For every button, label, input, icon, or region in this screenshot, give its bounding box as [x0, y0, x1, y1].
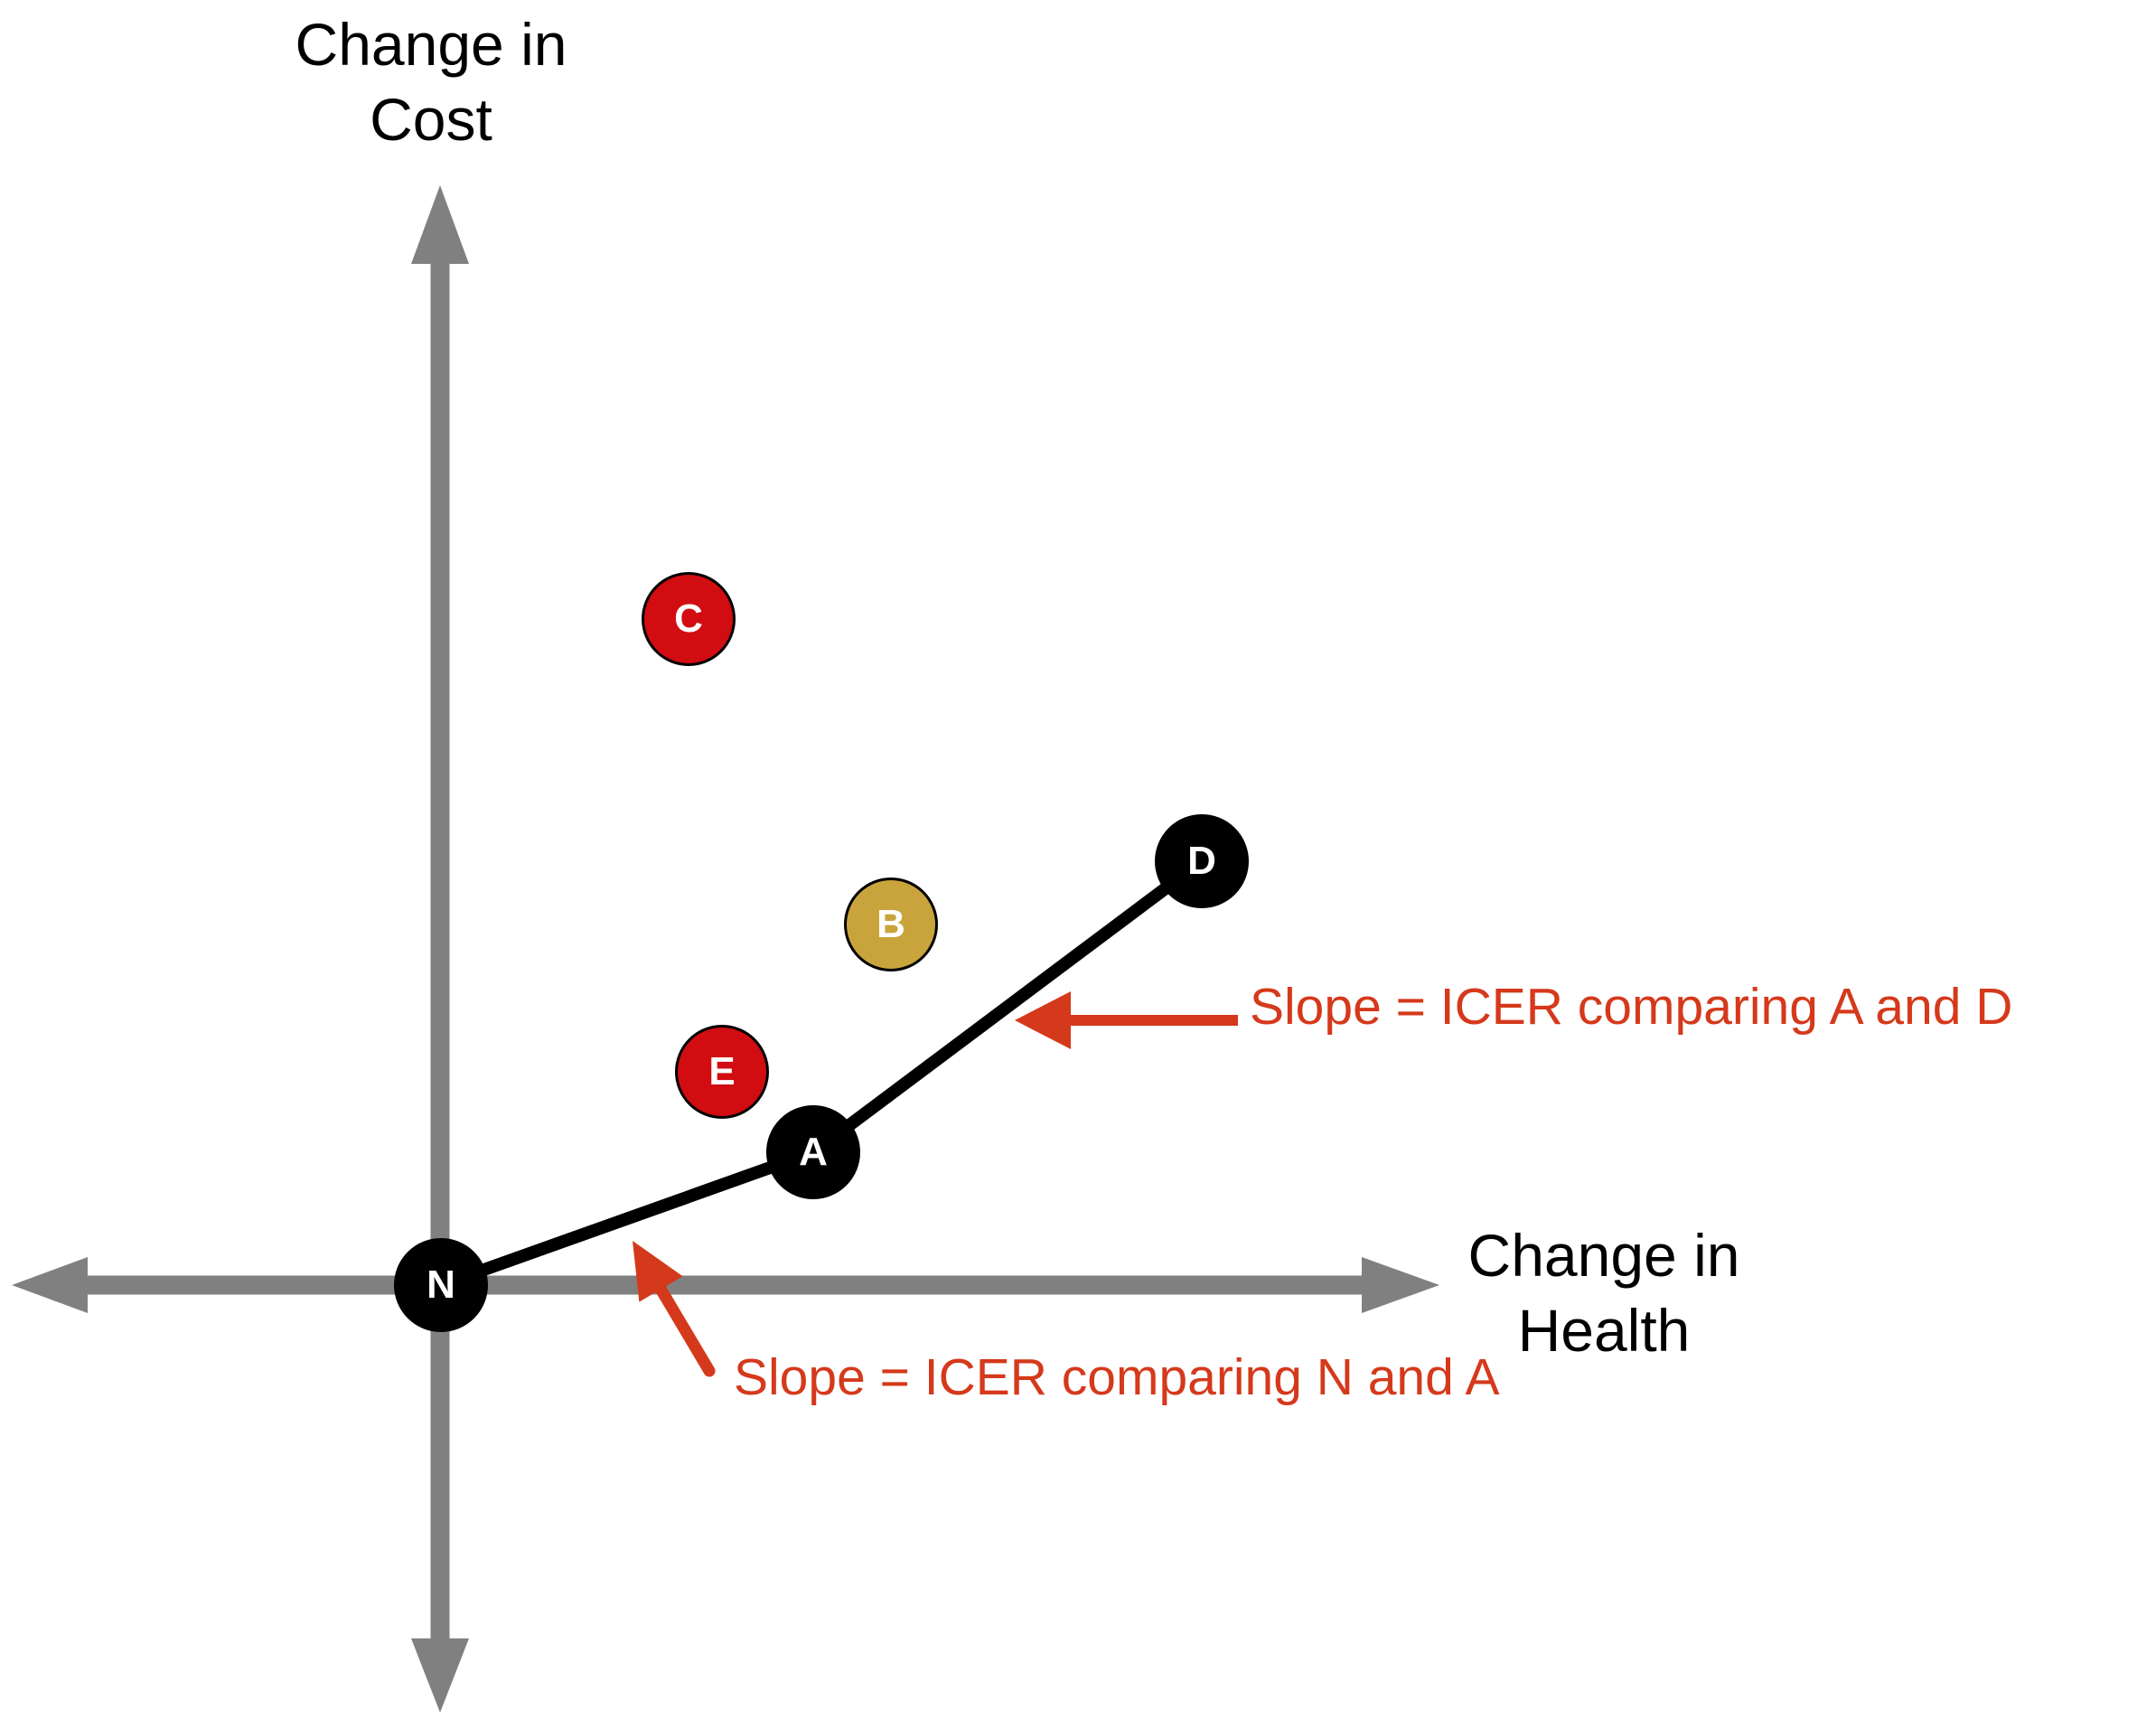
slope-na-annotation: Slope = ICER comparing N and A — [734, 1348, 1500, 1406]
x-axis-title: Change in Health — [1468, 1218, 1740, 1368]
y-axis-up-arrowhead-icon — [411, 185, 469, 264]
point-E: E — [675, 1025, 769, 1119]
point-D-label: D — [1187, 839, 1216, 883]
point-N: N — [394, 1238, 488, 1332]
y-axis-title-line1: Change in — [295, 11, 567, 78]
point-C-label: C — [674, 596, 703, 641]
point-N-label: N — [427, 1262, 455, 1307]
x-axis-title-line2: Health — [1517, 1297, 1691, 1365]
x-axis-left-arrowhead-icon — [12, 1257, 88, 1313]
slope-ad-annotation: Slope = ICER comparing A and D — [1250, 978, 2013, 1036]
icer-path-line — [438, 856, 1206, 1291]
x-axis — [12, 1257, 1439, 1313]
point-E-label: E — [708, 1049, 736, 1093]
point-A: A — [766, 1105, 860, 1199]
slope-ad-arrow-icon — [1015, 991, 1238, 1049]
y-axis-down-arrowhead-icon — [411, 1638, 469, 1713]
x-axis-right-arrowhead-icon — [1362, 1257, 1439, 1313]
point-A-label: A — [799, 1130, 828, 1174]
point-C: C — [642, 572, 736, 666]
x-axis-title-line1: Change in — [1467, 1222, 1740, 1289]
point-B: B — [844, 878, 938, 971]
y-axis-title-line2: Cost — [370, 86, 492, 154]
y-axis-title: Change in Cost — [295, 7, 567, 157]
slope-na-arrow-icon — [633, 1241, 716, 1377]
y-axis — [411, 185, 469, 1713]
point-D: D — [1155, 814, 1249, 908]
point-B-label: B — [876, 902, 905, 946]
